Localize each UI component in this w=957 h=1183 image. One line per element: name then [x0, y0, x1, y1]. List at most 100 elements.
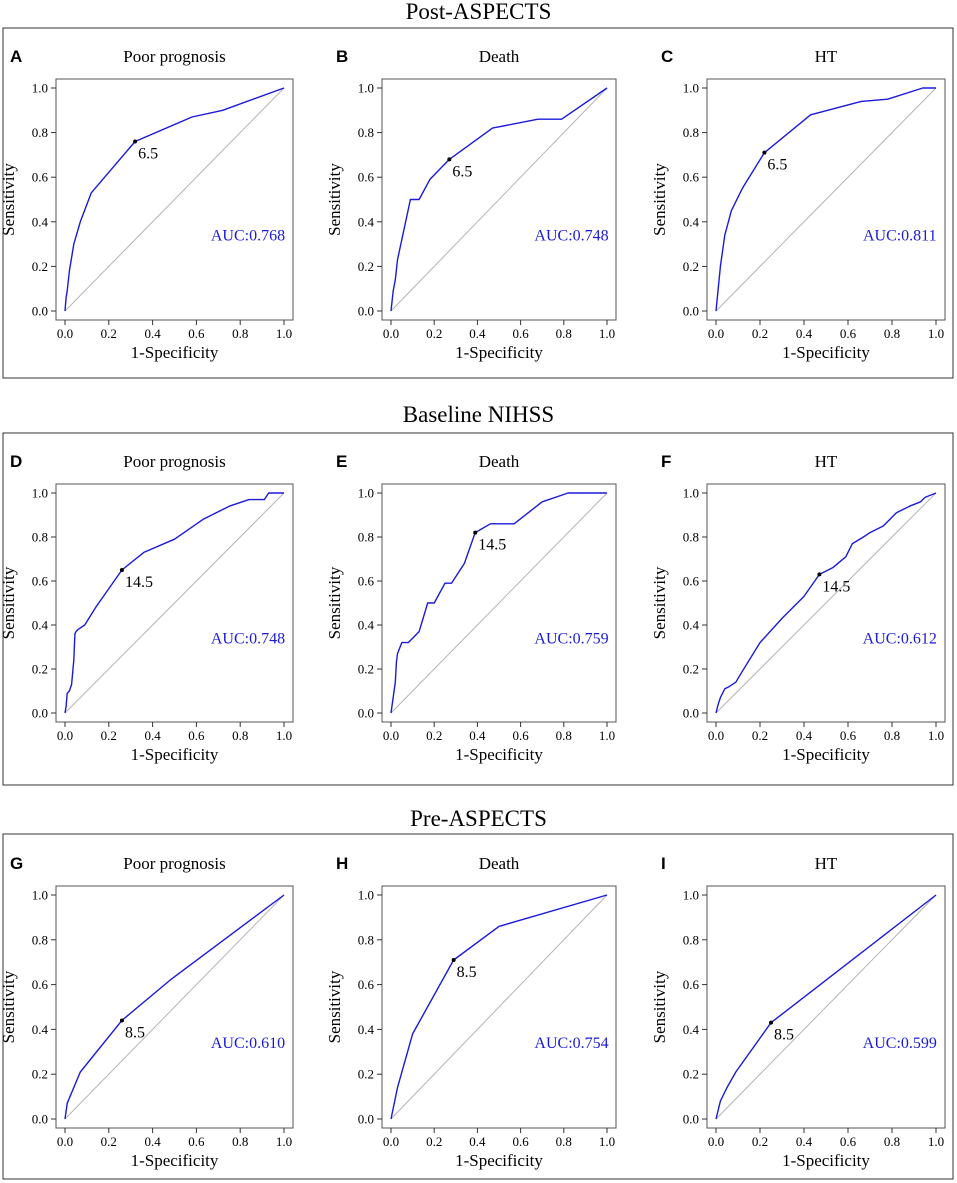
y-tick-label: 0.0 — [32, 304, 48, 319]
plot-frame — [55, 483, 294, 723]
roc-curve — [64, 492, 284, 714]
cutoff-point — [762, 150, 767, 155]
roc-curve — [64, 87, 285, 312]
auc-label: AUC:0.748 — [534, 227, 608, 244]
panels: A Poor prognosis 0.0 0.2 0.4 0.6 0.8 1.0 0.0 0.2 0… — [0, 47, 946, 1170]
x-tick-label: 0.0 — [57, 1134, 73, 1149]
x-tick-label: 0.0 — [708, 728, 724, 743]
x-tick-label: 0.2 — [101, 326, 117, 341]
x-tick-label: 0.4 — [469, 326, 486, 341]
roc-curve — [390, 894, 608, 1120]
y-tick-label: 0.2 — [683, 1067, 699, 1082]
cutoff-point — [473, 530, 478, 535]
x-tick-label: 1.0 — [928, 326, 944, 341]
cutoff-label: 8.5 — [774, 1027, 794, 1044]
y-tick-label: 0.8 — [683, 530, 699, 545]
x-tick-label: 0.6 — [512, 728, 529, 743]
x-tick-label: 0.0 — [708, 326, 724, 341]
y-tick-label: 0.6 — [32, 574, 49, 589]
x-tick-label: 0.8 — [232, 1134, 248, 1149]
x-tick-label: 0.8 — [884, 1134, 900, 1149]
auc-label: AUC:0.754 — [534, 1035, 608, 1052]
auc-label: AUC:0.759 — [534, 630, 608, 647]
x-tick-label: 0.2 — [426, 1134, 442, 1149]
y-tick-label: 0.6 — [358, 977, 375, 992]
y-tick-label: 0.8 — [683, 125, 699, 140]
y-tick-label: 0.6 — [683, 170, 700, 185]
roc-curve — [64, 894, 285, 1120]
y-tick-label: 0.0 — [683, 706, 699, 721]
group-frame-post-aspects — [2, 27, 954, 379]
panel-title: HT — [815, 47, 838, 66]
x-tick-label: 0.2 — [426, 326, 442, 341]
x-axis-label: 1-Specificity — [782, 343, 870, 362]
plot-frame — [55, 78, 294, 321]
y-tick-label: 0.0 — [683, 1112, 699, 1127]
panel-title: Death — [479, 854, 520, 873]
cutoff-point — [119, 1018, 124, 1023]
panel-title: HT — [815, 854, 838, 873]
panel-letter: I — [661, 854, 666, 873]
x-axis-label: 1-Specificity — [782, 745, 870, 764]
x-tick-label: 0.4 — [144, 728, 161, 743]
roc-panel-h: H Death 0.0 0.2 0.4 0.6 0.8 1.0 0.0 0.2 0.4 0.6 0.8 1… — [325, 854, 617, 1170]
cutoff-label: 14.5 — [478, 537, 506, 554]
plot-frame — [55, 885, 294, 1129]
x-tick-label: 0.0 — [57, 326, 73, 341]
roc-curve — [715, 492, 937, 714]
y-tick-label: 0.6 — [683, 574, 700, 589]
cutoff-label: 14.5 — [822, 578, 850, 595]
panel-title: HT — [815, 452, 838, 471]
y-tick-label: 0.6 — [358, 170, 375, 185]
plot-frame — [381, 885, 617, 1129]
x-tick-label: 0.4 — [796, 326, 813, 341]
x-tick-label: 0.8 — [556, 728, 572, 743]
panel-title: Poor prognosis — [123, 452, 225, 471]
roc-panel-d: D Poor prognosis 0.0 0.2 0.4 0.6 0.8 1.0 0.0 0.2 0… — [0, 452, 294, 764]
x-tick-label: 1.0 — [928, 728, 944, 743]
x-tick-label: 1.0 — [276, 728, 292, 743]
panel-title: Death — [479, 47, 520, 66]
y-tick-label: 0.2 — [683, 662, 699, 677]
y-tick-label: 0.8 — [358, 932, 374, 947]
group-title-pre-aspects: Pre-ASPECTS — [410, 806, 547, 831]
y-tick-label: 0.6 — [358, 574, 375, 589]
x-tick-label: 0.8 — [556, 1134, 572, 1149]
y-tick-label: 0.8 — [32, 125, 48, 140]
y-axis-label: Sensitivity — [325, 163, 344, 236]
x-tick-label: 0.8 — [232, 326, 248, 341]
x-axis-label: 1-Specificity — [131, 745, 219, 764]
y-tick-label: 1.0 — [32, 81, 48, 96]
x-tick-label: 0.4 — [796, 728, 813, 743]
x-tick-label: 1.0 — [276, 326, 292, 341]
y-tick-label: 0.4 — [358, 214, 375, 229]
y-tick-label: 0.0 — [358, 1112, 374, 1127]
x-tick-label: 0.2 — [101, 1134, 117, 1149]
panel-title: Death — [479, 452, 520, 471]
x-tick-label: 0.6 — [840, 728, 857, 743]
y-tick-label: 0.0 — [683, 304, 699, 319]
y-axis-label: Sensitivity — [650, 566, 669, 639]
reference-diagonal — [390, 87, 608, 312]
x-tick-label: 0.8 — [884, 728, 900, 743]
cutoff-point — [119, 568, 124, 572]
y-tick-label: 0.6 — [683, 977, 700, 992]
auc-label: AUC:0.748 — [211, 630, 285, 647]
y-tick-label: 0.4 — [683, 618, 700, 633]
y-tick-label: 0.4 — [358, 1022, 375, 1037]
x-tick-label: 0.6 — [188, 1134, 205, 1149]
panel-letter: B — [336, 47, 348, 66]
y-tick-label: 0.6 — [32, 170, 49, 185]
y-axis-label: Sensitivity — [0, 566, 18, 639]
y-tick-label: 0.2 — [683, 259, 699, 274]
plot-frame — [381, 483, 617, 723]
x-tick-label: 0.0 — [383, 1134, 399, 1149]
reference-diagonal — [64, 87, 285, 312]
reference-diagonal — [390, 894, 608, 1120]
x-tick-label: 0.4 — [144, 1134, 161, 1149]
y-tick-label: 0.8 — [358, 530, 374, 545]
x-tick-label: 0.2 — [101, 728, 117, 743]
group-frame-baseline-nihss — [2, 432, 954, 786]
y-tick-label: 0.0 — [358, 304, 374, 319]
